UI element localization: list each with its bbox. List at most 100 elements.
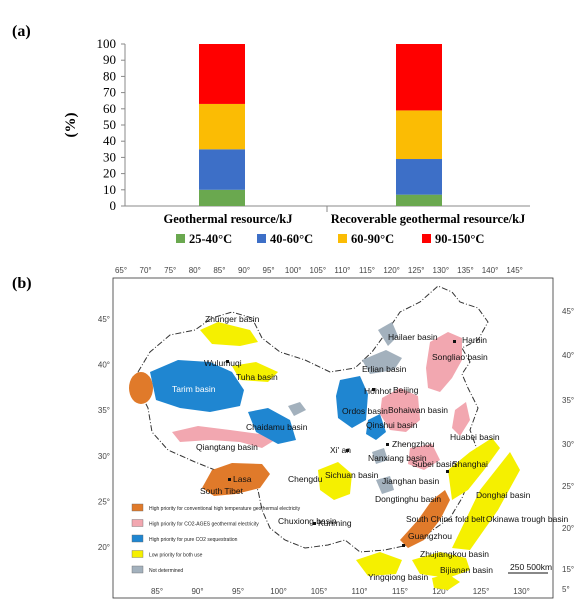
place-name: Tarim basin — [172, 384, 216, 394]
legend-swatch — [176, 234, 185, 243]
place-name: Harbin — [462, 335, 487, 345]
place-name: Shanghai — [452, 459, 488, 469]
place-name: Huabei basin — [450, 432, 500, 442]
map-legend-swatch — [131, 519, 144, 527]
map-legend-label: High priority for CO2-AGES geothermal el… — [149, 522, 259, 528]
latitude-label: 25° — [562, 482, 574, 491]
map-legend-swatch — [131, 534, 144, 543]
legend-label: 40-60°C — [270, 232, 313, 246]
legend-swatch — [422, 234, 431, 243]
longitude-label: 80° — [189, 266, 201, 275]
basin-hailaer — [378, 322, 398, 346]
place-name: Zhengzhou — [392, 439, 435, 449]
latitude-label: 40° — [562, 351, 574, 360]
latitude-label: 15° — [562, 565, 574, 574]
latitude-label: 45° — [562, 307, 574, 316]
basin-chaidamu — [248, 408, 296, 444]
y-tick-label: 70 — [103, 85, 116, 100]
y-axis-label: (%) — [63, 113, 79, 138]
map-legend-swatch — [131, 503, 144, 512]
basin-bohaiwan — [380, 388, 420, 432]
basin-south-china — [400, 490, 450, 548]
longitude-label: 105° — [310, 266, 327, 275]
category-label: Recoverable geothermal resource/kJ — [331, 212, 526, 226]
legend-label: 90-150°C — [435, 232, 484, 246]
y-tick-label: 90 — [103, 52, 116, 67]
place-name: Erlian basin — [362, 364, 407, 374]
basin-yingqiong — [356, 552, 402, 576]
longitude-label: 70° — [140, 266, 152, 275]
place-name: Subei basin — [412, 459, 457, 469]
place-name: Chaidamu basin — [246, 422, 308, 432]
bar-segment — [396, 110, 442, 160]
basin-huabei-pink — [452, 402, 470, 436]
place-name: Dongtinghu basin — [375, 494, 441, 504]
longitude-label: 145° — [506, 266, 523, 275]
basin-donghai — [448, 438, 500, 500]
place-name: Zhujiangkou basin — [420, 549, 489, 559]
place-name: Nanxiang basin — [368, 453, 427, 463]
longitude-label: 90° — [238, 266, 250, 275]
basin-zhunger — [200, 322, 258, 346]
longitude-label: 75° — [164, 266, 176, 275]
basin-bijianan — [432, 574, 460, 590]
left-latitude-labels: 45° 40° 35° 30° 25° 20° — [98, 315, 110, 552]
longitude-label: 130° — [513, 587, 530, 596]
chart-legend: 25-40°C 40-60°C 60-90°C 90-150°C — [176, 232, 484, 246]
bar-segment — [199, 44, 245, 104]
place-name: Guangzhou — [408, 531, 452, 541]
latitude-label: 30° — [98, 452, 110, 461]
basin-ordos — [336, 376, 368, 428]
place-name: Bohaiwan basin — [388, 405, 448, 415]
longitude-label: 110° — [334, 266, 350, 275]
legend-label: 25-40°C — [189, 232, 232, 246]
place-name: Xi' an — [330, 445, 351, 455]
place-name: Tuha basin — [236, 372, 278, 382]
bar-segment — [199, 189, 245, 206]
basin-tarim — [150, 360, 244, 412]
basin-jianghan — [372, 448, 388, 464]
scale-bar: 250 500km — [508, 562, 552, 574]
longitude-label: 120° — [383, 266, 400, 275]
basin-west-orange — [129, 372, 153, 404]
map-place-names: Zhunger basin Wulumuqi Tuha basin Tarim bas… — [172, 314, 568, 582]
place-name: Chuxiong basin — [278, 516, 337, 526]
map-legend-label: High priority for conventional high temp… — [149, 506, 301, 512]
legend-swatch — [338, 234, 347, 243]
y-tick-label: 80 — [103, 68, 116, 83]
basin-erlian — [362, 350, 402, 374]
basin-small-grey — [288, 402, 306, 416]
place-name: Donghai basin — [476, 490, 531, 500]
panel-a-label: (a) — [12, 23, 31, 40]
longitude-label: 140° — [482, 266, 499, 275]
map-legend-swatch — [131, 565, 144, 574]
bars — [199, 44, 442, 206]
bar-segment — [199, 149, 245, 190]
right-latitude-labels: 45° 40° 35° 30° 25° 20° 15° 5° — [562, 307, 574, 594]
longitude-label: 125° — [473, 587, 490, 596]
map-legend: High priority for conventional high temp… — [131, 503, 301, 574]
place-name: Lasa — [233, 474, 252, 484]
y-tick-label: 40 — [103, 133, 116, 148]
map-legend-label: High priority for pure CO2 sequestration — [149, 537, 238, 543]
place-name: Yingqiong basin — [368, 572, 428, 582]
bottom-longitude-labels: 85° 90° 95° 100° 105° 110° 115° 120° 125° 130° — [151, 587, 530, 596]
place-name: Songliao basin — [432, 352, 488, 362]
top-longitude-labels: 65° 70° 75° 80° 85° 90° 95° 100° 105° 110° 115° 120… — [115, 266, 523, 275]
city-markers — [226, 340, 456, 547]
place-name: Zhunger basin — [205, 314, 260, 324]
basin-sichuan — [318, 462, 352, 500]
place-name: Bijianan basin — [440, 565, 493, 575]
bar-segment — [396, 44, 442, 111]
place-name: Wulumuqi — [204, 358, 242, 368]
basin-songliao — [426, 332, 462, 392]
place-name: Chengdu — [288, 474, 323, 484]
place-name: Qiangtang basin — [196, 442, 258, 452]
scale-label: 250 500km — [510, 562, 552, 572]
y-tick-label: 20 — [103, 166, 116, 181]
place-name: Okinawa trough basin — [486, 514, 568, 524]
longitude-label: 110° — [352, 587, 368, 596]
longitude-label: 115° — [359, 266, 375, 275]
